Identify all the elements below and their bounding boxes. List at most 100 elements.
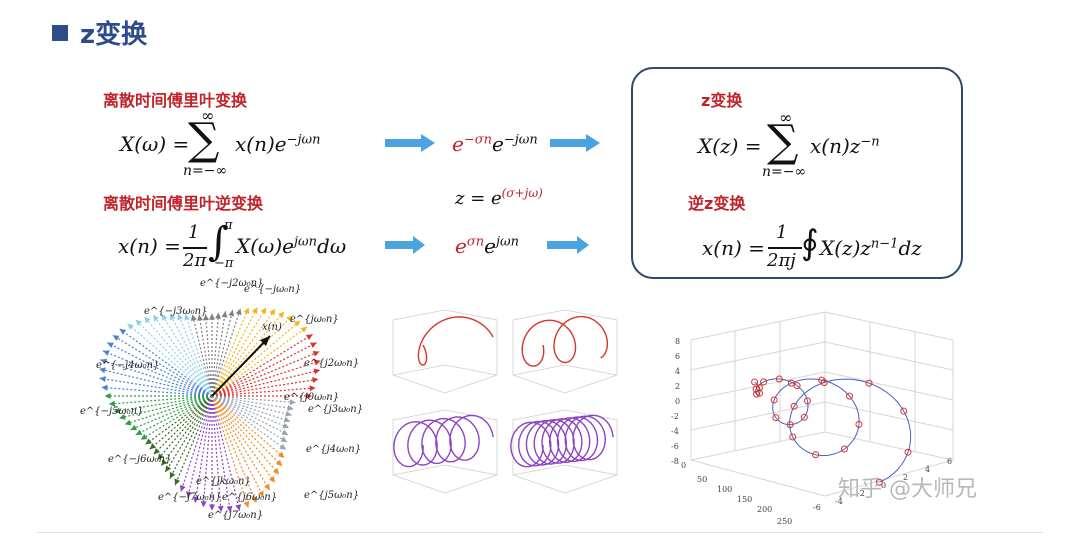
watermark: 知乎 @大师兄	[838, 477, 977, 502]
bottom-divider	[36, 532, 1043, 533]
fan-ray-arrowhead	[282, 422, 290, 429]
fan-ray-arrowhead	[285, 410, 292, 417]
helix-curve	[417, 316, 494, 366]
fan-label-0: e^{−j2ω₀n}	[200, 278, 263, 289]
fan-ray	[164, 395, 213, 473]
fan-ray-arrowhead	[177, 313, 184, 321]
spiral-sample-point	[845, 392, 853, 400]
helix-curve	[393, 414, 494, 468]
spiral-sample-point	[775, 375, 783, 383]
iz-frac-bar	[768, 247, 802, 249]
fan-ray-arrowhead	[113, 407, 121, 414]
fan-ray-arrowhead	[119, 328, 127, 335]
fan-ray	[211, 395, 276, 484]
fan-ray-arrowhead	[209, 504, 215, 511]
fan-ray-arrowhead	[243, 501, 250, 508]
fan-ray-arrowhead	[226, 505, 233, 513]
fan-ray-arrowhead	[200, 501, 207, 508]
z-def-exp: (σ+jω)	[501, 186, 543, 200]
fan-ray-arrowhead	[305, 334, 313, 341]
inverse-z-label: 逆z变换	[688, 194, 746, 213]
fan-ray	[202, 395, 213, 508]
fan-ray-arrowhead	[251, 496, 257, 504]
fan-ray	[119, 328, 213, 397]
x-tick-1: 50	[697, 475, 707, 484]
fan-ray-arrowhead	[277, 451, 285, 458]
dtft-sum-icon: ∑	[188, 114, 220, 165]
fan-ray-arrowhead	[258, 490, 264, 498]
fan-ray-arrowhead	[243, 307, 250, 315]
fan-ray	[211, 395, 292, 416]
dtft-term: x(n)e−jωn	[235, 132, 321, 156]
fan-label-1: e^{−jω₀n}	[244, 284, 301, 295]
fan-ray	[101, 386, 213, 397]
fan-label-16: e^{j7ω₀n}	[208, 510, 263, 521]
fan-ray	[126, 323, 213, 397]
spiral-sample-point	[786, 421, 794, 429]
dtft-lhs: X(ω) =	[120, 132, 190, 156]
z-tick-8: -8	[671, 457, 679, 466]
fan-ray	[161, 313, 213, 397]
z-tick-5: -2	[671, 412, 679, 421]
fan-ray-arrowhead	[272, 468, 280, 475]
spiral-sample-point	[755, 384, 763, 392]
spiral-sample-point	[787, 379, 795, 387]
fan-label-15: e^{j5ω₀n}	[304, 490, 359, 501]
fan-ray	[211, 395, 283, 467]
fan-ray-arrowhead	[99, 367, 106, 374]
x-tick-5: 250	[777, 517, 792, 526]
spiral-sample-point	[900, 407, 908, 415]
x-tick-0: 0	[681, 461, 686, 470]
fan-ray-arrowhead	[309, 385, 316, 392]
fan-ray-arrowhead	[251, 307, 258, 314]
fan-ray-arrowhead	[283, 416, 291, 423]
fan-ray	[211, 395, 290, 429]
helix-panel	[392, 309, 498, 394]
fan-ray	[180, 395, 213, 492]
dtft-label: 离散时间傅里叶变换	[103, 91, 248, 110]
fan-ray	[211, 395, 249, 508]
arrow-right-icon-4	[547, 236, 589, 254]
fan-label-9: e^{j3ω₀n}	[308, 404, 363, 415]
fan-ray	[211, 395, 257, 504]
idtft-label: 离散时间傅里叶逆变换	[103, 194, 264, 213]
x-tick-2: 100	[717, 485, 732, 494]
fan-ray-arrowhead	[108, 400, 115, 407]
title-square-icon	[52, 24, 68, 41]
fan-label-13: e^{−j7ω₀n}	[158, 492, 221, 503]
fan-ray	[211, 395, 291, 422]
fan-ray-arrowhead	[190, 314, 197, 321]
growth-oscill-base: e	[484, 234, 496, 258]
spiral-sample-point	[751, 378, 759, 386]
z-def-text: z = e	[455, 188, 502, 209]
fan-ray-arrowhead	[312, 377, 319, 384]
fan-ray-arrowhead	[157, 453, 164, 460]
page-title: z变换	[80, 20, 148, 50]
spiral-sample-point	[820, 378, 828, 386]
fan-ray-arrowhead	[179, 485, 186, 492]
fan-ray-arrowhead	[127, 323, 134, 330]
plot-grid	[690, 311, 954, 497]
fan-ray	[169, 395, 213, 479]
fan-ray	[152, 314, 213, 397]
idtft-integral-icon: ∫	[208, 219, 229, 265]
fan-ray-arrowhead	[135, 429, 143, 435]
helix-panel	[510, 409, 618, 494]
arrow-right-icon-2	[550, 134, 600, 152]
exponential-fan-diagram: e^{−j2ω₀n} e^{−jω₀n} x(n) e^{jω₀n} e^{−j…	[80, 278, 363, 521]
fan-ray-arrowhead	[306, 393, 312, 399]
z-definition: z = e(σ+jω)	[455, 186, 543, 209]
z-tick-0: 8	[675, 337, 680, 346]
damping-base: e	[452, 132, 464, 156]
xn-vector	[211, 335, 271, 397]
fan-ray-arrowhead	[221, 311, 228, 318]
spiral-sample-point	[755, 389, 763, 397]
fan-ray-arrowhead	[193, 496, 199, 504]
fan-ray-arrowhead	[102, 350, 110, 356]
fan-ray	[108, 395, 213, 405]
fan-ray-arrowhead	[269, 476, 275, 483]
dtft-term-base: x(n)e	[235, 132, 287, 156]
fan-ray	[191, 314, 213, 397]
fan-ray	[100, 359, 213, 397]
fan-ray-arrowhead	[313, 359, 321, 366]
